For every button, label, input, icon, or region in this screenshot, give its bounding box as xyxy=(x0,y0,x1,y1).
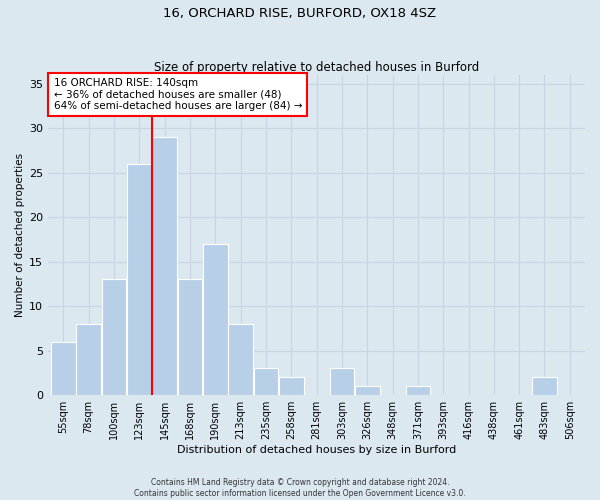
Text: Contains HM Land Registry data © Crown copyright and database right 2024.
Contai: Contains HM Land Registry data © Crown c… xyxy=(134,478,466,498)
Bar xyxy=(51,342,76,395)
Bar xyxy=(532,378,557,395)
Bar xyxy=(178,280,202,395)
Bar xyxy=(329,368,354,395)
Bar xyxy=(355,386,380,395)
Y-axis label: Number of detached properties: Number of detached properties xyxy=(15,153,25,317)
Bar xyxy=(254,368,278,395)
Text: 16 ORCHARD RISE: 140sqm
← 36% of detached houses are smaller (48)
64% of semi-de: 16 ORCHARD RISE: 140sqm ← 36% of detache… xyxy=(53,78,302,111)
Bar xyxy=(203,244,227,395)
X-axis label: Distribution of detached houses by size in Burford: Distribution of detached houses by size … xyxy=(177,445,456,455)
Title: Size of property relative to detached houses in Burford: Size of property relative to detached ho… xyxy=(154,60,479,74)
Bar xyxy=(406,386,430,395)
Text: 16, ORCHARD RISE, BURFORD, OX18 4SZ: 16, ORCHARD RISE, BURFORD, OX18 4SZ xyxy=(163,8,437,20)
Bar xyxy=(152,137,177,395)
Bar xyxy=(229,324,253,395)
Bar xyxy=(279,378,304,395)
Bar xyxy=(102,280,126,395)
Bar xyxy=(76,324,101,395)
Bar xyxy=(127,164,152,395)
